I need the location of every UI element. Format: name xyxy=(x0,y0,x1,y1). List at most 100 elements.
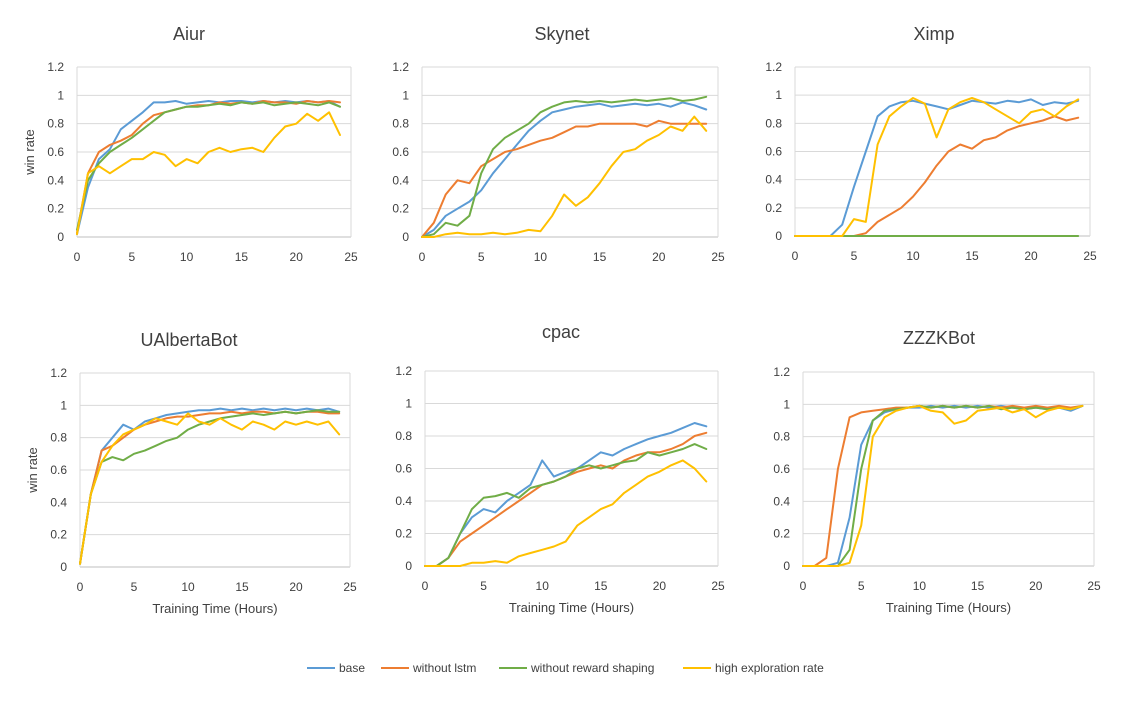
x-tick-label: 0 xyxy=(792,249,799,263)
y-tick-label: 0.6 xyxy=(773,462,790,476)
y-tick-label: 1 xyxy=(775,88,782,102)
x-tick-label: 10 xyxy=(906,249,920,263)
y-tick-label: 0.6 xyxy=(395,462,412,476)
y-tick-label: 0.4 xyxy=(773,494,790,508)
y-tick-label: 0.8 xyxy=(395,429,412,443)
y-tick-label: 0 xyxy=(402,230,409,244)
series-line-high-exploration-rate xyxy=(79,412,341,565)
series-line-high-exploration-rate xyxy=(76,111,341,236)
legend-label: high exploration rate xyxy=(715,661,824,675)
y-tick-label: 0.8 xyxy=(773,430,790,444)
x-tick-label: 15 xyxy=(594,579,608,593)
chart-title: Skynet xyxy=(534,24,589,44)
x-axis-label: Training Time (Hours) xyxy=(886,600,1011,615)
y-tick-label: 0.6 xyxy=(50,463,67,477)
y-tick-label: 0 xyxy=(775,229,782,243)
y-tick-label: 1.2 xyxy=(50,366,67,380)
x-tick-label: 15 xyxy=(971,579,985,593)
series-line-base xyxy=(421,101,708,238)
y-tick-label: 0.8 xyxy=(392,117,409,131)
y-tick-label: 1 xyxy=(57,88,64,102)
chart-panel-zzzkbot: 0 0.2 0.4 0.6 0.8 1 1.2 0 5 10 15 20 25 ZZZKBot Traini… xyxy=(773,328,1101,615)
series-line-base xyxy=(424,422,708,567)
y-tick-label: 0.2 xyxy=(392,202,409,216)
y-tick-label: 0.4 xyxy=(765,173,782,187)
chart-title: ZZZKBot xyxy=(903,328,975,348)
y-tick-label: 0.6 xyxy=(765,145,782,159)
chart-panel-skynet: 0 0.2 0.4 0.6 0.8 1 1.2 0 5 10 15 20 25 Skynet xyxy=(392,24,725,264)
x-tick-label: 20 xyxy=(289,580,303,594)
series-line-without-lstm xyxy=(424,431,708,567)
y-tick-label: 0.2 xyxy=(47,202,64,216)
y-tick-label: 1.2 xyxy=(765,60,782,74)
x-tick-label: 20 xyxy=(1024,249,1038,263)
y-tick-label: 1.2 xyxy=(392,60,409,74)
x-axis-label: Training Time (Hours) xyxy=(152,601,277,616)
legend-item-high-exploration-rate: high exploration rate xyxy=(683,661,824,675)
legend-item-base: base xyxy=(307,661,365,675)
series-line-high-exploration-rate xyxy=(794,97,1080,237)
y-tick-label: 0.4 xyxy=(392,173,409,187)
chart-title: Ximp xyxy=(913,24,954,44)
legend-item-without-reward-shaping: without reward shaping xyxy=(499,661,654,675)
series-line-without-lstm xyxy=(794,115,1080,237)
y-tick-label: 0.6 xyxy=(47,145,64,159)
y-tick-label: 0.2 xyxy=(395,527,412,541)
y-tick-label: 0 xyxy=(783,559,790,573)
series-line-without-reward-shaping xyxy=(76,101,341,231)
x-tick-label: 25 xyxy=(1083,249,1097,263)
legend-label: without reward shaping xyxy=(530,661,654,675)
y-tick-label: 0.8 xyxy=(50,431,67,445)
x-tick-label: 15 xyxy=(235,580,249,594)
x-tick-label: 0 xyxy=(77,580,84,594)
y-axis-label: win rate xyxy=(22,129,37,176)
x-tick-label: 5 xyxy=(480,579,487,593)
x-tick-label: 10 xyxy=(913,579,927,593)
y-tick-label: 1 xyxy=(402,88,409,102)
series-line-without-reward-shaping xyxy=(802,404,1084,567)
legend-label: without lstm xyxy=(412,661,476,675)
y-tick-label: 1 xyxy=(783,397,790,411)
x-tick-label: 0 xyxy=(800,579,807,593)
y-tick-label: 1 xyxy=(60,398,67,412)
series-line-high-exploration-rate xyxy=(802,404,1084,567)
series-line-high-exploration-rate xyxy=(424,459,708,567)
y-tick-label: 1 xyxy=(405,397,412,411)
y-tick-label: 1.2 xyxy=(773,365,790,379)
legend-label: base xyxy=(339,661,365,675)
series-line-without-lstm xyxy=(79,410,341,565)
x-tick-label: 25 xyxy=(343,580,357,594)
x-tick-label: 20 xyxy=(653,579,667,593)
x-tick-label: 25 xyxy=(344,250,358,264)
chart-title: cpac xyxy=(542,322,580,342)
x-tick-label: 5 xyxy=(128,250,135,264)
y-tick-label: 0.4 xyxy=(395,494,412,508)
x-tick-label: 0 xyxy=(422,579,429,593)
x-tick-label: 25 xyxy=(711,250,725,264)
y-tick-label: 0 xyxy=(405,559,412,573)
legend-item-without-lstm: without lstm xyxy=(381,661,476,675)
x-tick-label: 20 xyxy=(652,250,666,264)
x-tick-label: 20 xyxy=(290,250,304,264)
x-tick-label: 15 xyxy=(593,250,607,264)
y-tick-label: 0.2 xyxy=(50,528,67,542)
x-tick-label: 25 xyxy=(711,579,725,593)
series-line-without-reward-shaping xyxy=(79,409,341,565)
x-tick-label: 15 xyxy=(235,250,249,264)
x-tick-label: 10 xyxy=(181,580,195,594)
x-axis-label: Training Time (Hours) xyxy=(509,600,634,615)
chart-panel-cpac: 0 0.2 0.4 0.6 0.8 1 1.2 0 5 10 15 20 25 cpac Training … xyxy=(395,322,725,615)
x-tick-label: 20 xyxy=(1029,579,1043,593)
x-tick-label: 5 xyxy=(851,249,858,263)
series-line-high-exploration-rate xyxy=(421,115,708,238)
x-tick-label: 5 xyxy=(478,250,485,264)
series-line-without-lstm xyxy=(802,404,1084,567)
y-tick-label: 0.2 xyxy=(765,201,782,215)
x-tick-label: 0 xyxy=(419,250,426,264)
chart-title: Aiur xyxy=(173,24,205,44)
chart-panel-ximp: 0 0.2 0.4 0.6 0.8 1 1.2 0 5 10 15 20 25 Ximp xyxy=(765,24,1097,263)
y-axis-label: win rate xyxy=(25,447,40,494)
x-tick-label: 5 xyxy=(858,579,865,593)
